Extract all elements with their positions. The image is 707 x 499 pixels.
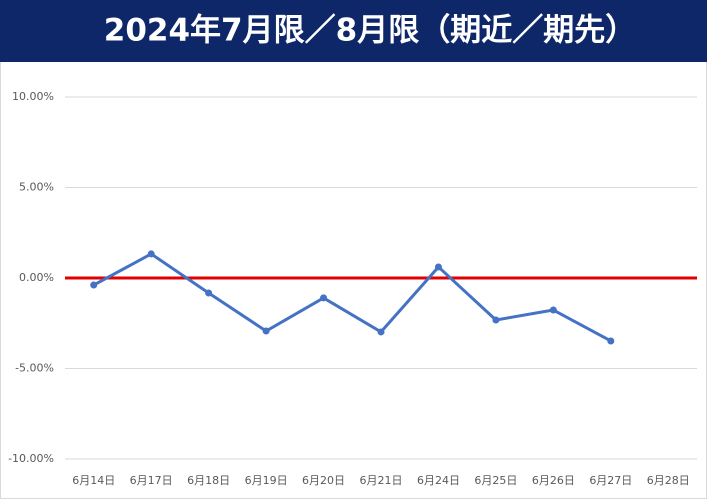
- data-point: [90, 281, 98, 289]
- title-banner: [0, 0, 707, 62]
- y-tick-label: 10.00%: [12, 90, 54, 103]
- x-tick-label: 6月14日: [72, 474, 115, 487]
- x-tick-label: 6月25日: [474, 474, 517, 487]
- y-tick-label: 0.00%: [19, 271, 54, 284]
- series-line: [93, 252, 612, 343]
- x-tick-label: 6月19日: [245, 474, 288, 487]
- x-tick-label: 6月24日: [417, 474, 460, 487]
- x-tick-label: 6月28日: [647, 474, 690, 487]
- x-tick-label: 6月26日: [532, 474, 575, 487]
- y-tick-label: -10.00%: [8, 452, 54, 465]
- x-tick-label: 6月18日: [187, 474, 230, 487]
- data-point: [607, 337, 615, 345]
- x-tick-label: 6月20日: [302, 474, 345, 487]
- data-point: [434, 263, 442, 271]
- x-tick-label: 6月21日: [360, 474, 403, 487]
- x-tick-label: 6月17日: [130, 474, 173, 487]
- y-tick-label: 5.00%: [19, 181, 54, 194]
- data-point: [549, 306, 557, 314]
- data-point: [262, 327, 270, 335]
- chart-title: 2024年7月限／8月限（期近／期先）: [104, 13, 636, 49]
- data-point: [147, 250, 155, 258]
- data-point: [205, 289, 213, 297]
- data-point: [377, 328, 385, 336]
- x-tick-label: 6月27日: [589, 474, 632, 487]
- y-tick-label: -5.00%: [15, 362, 54, 375]
- data-point: [320, 294, 328, 302]
- data-point: [492, 316, 500, 324]
